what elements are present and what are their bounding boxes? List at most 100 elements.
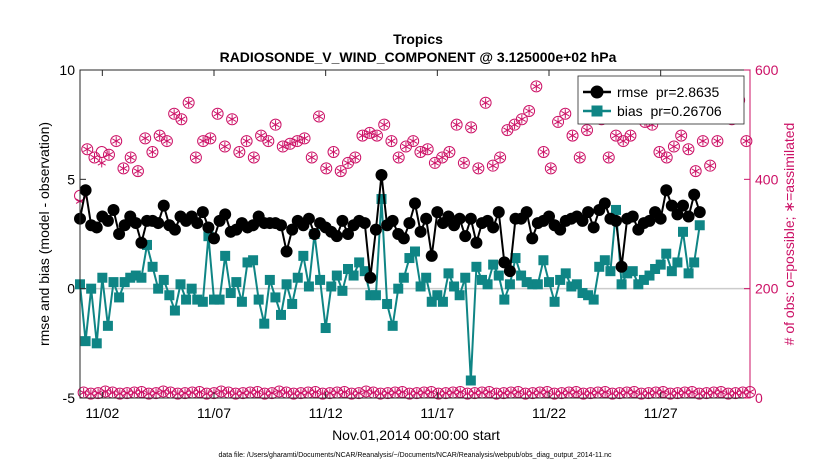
- bias-point: [236, 296, 247, 307]
- obs-assimilated-point: [477, 388, 487, 398]
- obs-assimilated-point: [122, 388, 132, 398]
- obs-assimilated-point: [195, 387, 204, 397]
- bias-point: [359, 266, 370, 277]
- obs-assimilated-point: [354, 388, 364, 398]
- rmse-point: [386, 214, 399, 227]
- obs-assimilated-point: [246, 388, 255, 398]
- rmse-point: [582, 206, 595, 219]
- obs-possible-point: [240, 135, 253, 148]
- bias-point: [231, 277, 242, 288]
- bias-point: [594, 261, 605, 272]
- obs-assimilated-point: [463, 389, 472, 399]
- obs-assimilated-point: [680, 388, 689, 398]
- rmse-point: [671, 208, 684, 221]
- obs-assimilated-point: [655, 147, 664, 157]
- rmse-point: [459, 230, 472, 243]
- obs-assimilated-point: [517, 114, 527, 124]
- obs-assimilated-point: [521, 389, 530, 399]
- obs-possible-point: [457, 156, 470, 169]
- bias-point: [298, 250, 309, 261]
- obs-possible-point: [313, 110, 326, 123]
- obs-possible-point: [472, 162, 485, 175]
- bias-point: [493, 270, 504, 281]
- bias-point: [343, 263, 353, 274]
- obs-assimilated-point: [495, 152, 505, 162]
- obs-assimilated-point: [148, 147, 157, 157]
- obs-assimilated-point: [637, 389, 646, 399]
- obs-assimilated-point: [296, 388, 306, 398]
- obs-assimilated-point: [448, 388, 458, 398]
- obs-assimilated-point: [376, 389, 385, 399]
- obs-assimilated-point: [622, 388, 632, 398]
- obs-assimilated-point: [510, 120, 519, 130]
- bias-point: [421, 272, 432, 283]
- obs-assimilated-point: [593, 388, 603, 398]
- bias-point: [532, 279, 543, 290]
- obs-assimilated-point: [608, 389, 617, 399]
- bias-point: [225, 288, 236, 299]
- rmse-point: [202, 221, 215, 234]
- rmse-point: [431, 206, 444, 219]
- bias-point: [292, 272, 303, 283]
- obs-possible-point: [81, 143, 94, 156]
- rmse-point: [442, 210, 455, 223]
- obs-assimilated-point: [264, 136, 273, 146]
- bias-point: [303, 281, 314, 292]
- y-axis-right-label: # of obs: o=possible; ∗=assimilated: [781, 123, 797, 346]
- obs-assimilated-point: [662, 152, 671, 162]
- obs-assimilated-point: [673, 388, 682, 398]
- rmse-point: [693, 206, 706, 219]
- rmse-point: [369, 223, 382, 236]
- bias-point: [91, 338, 102, 349]
- bias-point: [169, 305, 180, 316]
- obs-possible-point: [602, 151, 615, 164]
- bias-point: [666, 266, 677, 277]
- legend: rmse pr=2.8635 bias pr=0.26706: [577, 75, 745, 125]
- obs-assimilated-point: [343, 158, 353, 168]
- obs-possible-point: [356, 129, 369, 142]
- obs-assimilated-point: [546, 163, 555, 173]
- obs-assimilated-point: [307, 152, 316, 162]
- obs-possible-point: [197, 135, 210, 148]
- obs-assimilated-point: [169, 109, 179, 119]
- obs-assimilated-point: [303, 388, 313, 398]
- obs-assimilated-point: [575, 152, 584, 162]
- obs-assimilated-point: [119, 163, 128, 173]
- obs-assimilated-point: [202, 389, 211, 399]
- obs-possible-point: [370, 129, 383, 142]
- bias-point: [80, 336, 91, 347]
- rmse-point: [358, 217, 371, 230]
- rmse-point: [576, 214, 589, 227]
- obs-assimilated-point: [390, 388, 400, 398]
- bias-point: [102, 320, 113, 331]
- y-left-tick-label: -5: [63, 390, 76, 406]
- rmse-point: [470, 236, 483, 249]
- bias-point: [432, 290, 443, 301]
- obs-assimilated-point: [485, 387, 494, 397]
- bias-point: [220, 250, 231, 261]
- bias-point: [264, 274, 275, 285]
- bias-point: [650, 263, 661, 274]
- rmse-point: [660, 184, 673, 197]
- obs-assimilated-point: [499, 388, 508, 398]
- obs-assimilated-point: [543, 387, 552, 397]
- bias-point: [147, 261, 158, 272]
- obs-possible-point: [660, 151, 673, 164]
- bias-point: [114, 292, 125, 303]
- obs-possible-point: [226, 113, 239, 126]
- obs-assimilated-point: [698, 136, 708, 146]
- plot-layer: [74, 80, 756, 400]
- obs-assimilated-point: [604, 152, 613, 162]
- rmse-point: [409, 197, 421, 210]
- rmse-point: [157, 199, 170, 212]
- rmse-point: [107, 203, 120, 216]
- y-left-tick-label: 5: [67, 171, 75, 187]
- rmse-point: [280, 245, 293, 258]
- obs-possible-point: [334, 165, 347, 178]
- obs-possible-point: [392, 151, 405, 164]
- obs-assimilated-point: [629, 387, 639, 397]
- bias-point: [197, 296, 208, 307]
- obs-assimilated-point: [293, 136, 302, 146]
- obs-possible-point: [385, 135, 398, 148]
- rmse-point: [554, 223, 567, 236]
